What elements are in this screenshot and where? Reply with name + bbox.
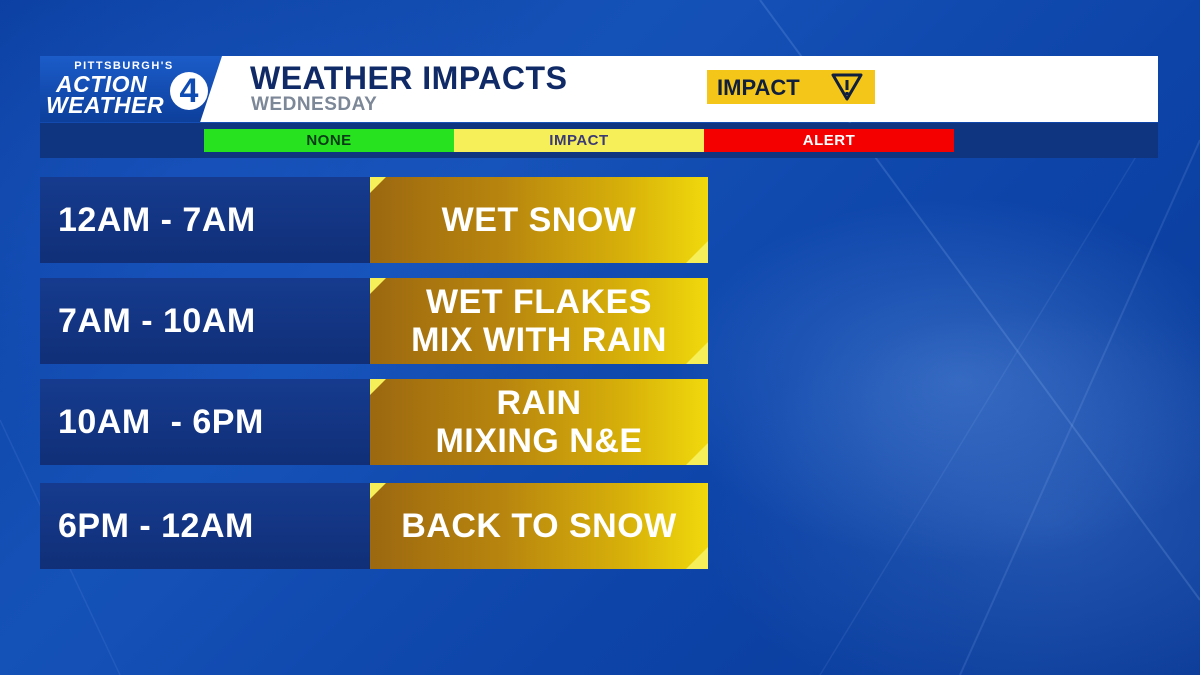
corner-accent <box>686 443 708 465</box>
condition-block-4: BACK TO SNOW <box>370 483 708 569</box>
condition-block-1: WET SNOW <box>370 177 708 263</box>
condition-block-2: WET FLAKES MIX WITH RAIN <box>370 278 708 364</box>
logo-action-text: ACTION <box>56 71 148 97</box>
corner-accent <box>370 278 386 294</box>
header-panel <box>200 56 1158 122</box>
condition-text: WET FLAKES MIX WITH RAIN <box>370 278 708 364</box>
scale-impact: IMPACT <box>454 129 704 152</box>
corner-accent <box>686 547 708 569</box>
page-subtitle: WEDNESDAY <box>251 94 378 115</box>
condition-line: MIXING N&E <box>435 422 643 460</box>
condition-line: WET SNOW <box>441 201 637 239</box>
scale-none: NONE <box>204 129 454 152</box>
scale-alert: ALERT <box>704 129 954 152</box>
condition-text: BACK TO SNOW <box>370 483 708 569</box>
time-block-3: 10AM - 6PM <box>40 379 372 465</box>
condition-line: BACK TO SNOW <box>401 507 677 545</box>
condition-line: RAIN <box>496 384 582 422</box>
time-block-2: 7AM - 10AM <box>40 278 372 364</box>
condition-block-3: RAIN MIXING N&E <box>370 379 708 465</box>
logo-channel-number: 4 <box>170 72 208 110</box>
logo-city-text: PITTSBURGH'S <box>74 60 174 72</box>
corner-accent <box>370 379 386 395</box>
time-block-4: 6PM - 12AM <box>40 483 372 569</box>
corner-accent <box>686 342 708 364</box>
warning-triangle-icon <box>831 73 863 101</box>
logo-weather-text: WEATHER <box>46 92 165 118</box>
condition-line: WET FLAKES <box>426 283 652 321</box>
impact-level-badge: IMPACT <box>707 70 875 104</box>
page-title: WEATHER IMPACTS <box>250 60 568 96</box>
corner-accent <box>370 177 386 193</box>
time-label: 7AM - 10AM <box>58 302 256 340</box>
condition-text: RAIN MIXING N&E <box>370 379 708 465</box>
time-block-1: 12AM - 7AM <box>40 177 372 263</box>
impact-scale-bar: NONE IMPACT ALERT <box>40 123 1158 158</box>
time-label: 10AM - 6PM <box>58 403 264 441</box>
corner-accent <box>686 241 708 263</box>
condition-line: MIX WITH RAIN <box>411 321 667 359</box>
time-label: 6PM - 12AM <box>58 507 254 545</box>
condition-text: WET SNOW <box>370 177 708 263</box>
time-label: 12AM - 7AM <box>58 201 256 239</box>
impact-badge-label: IMPACT <box>717 75 800 100</box>
corner-accent <box>370 483 386 499</box>
